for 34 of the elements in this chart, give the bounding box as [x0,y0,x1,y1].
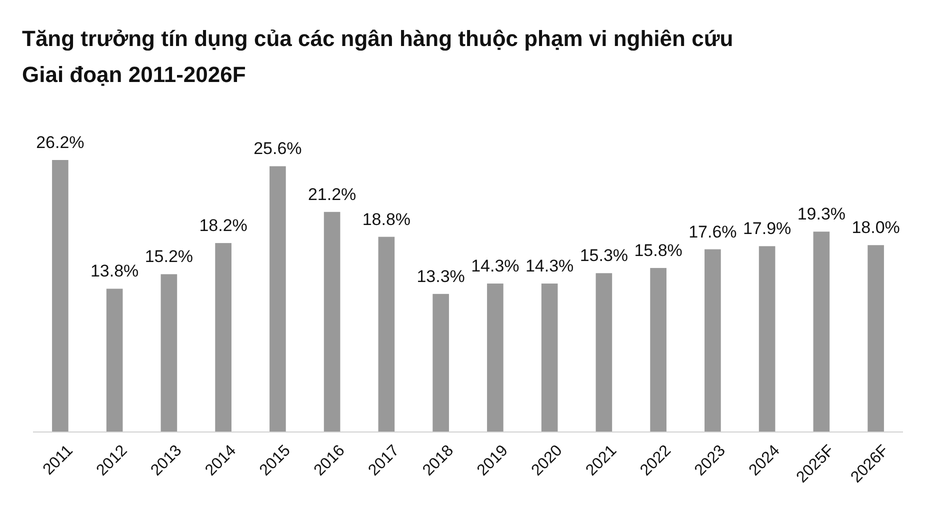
bar [160,274,178,432]
bar [758,246,776,432]
data-label: 25.6% [254,139,302,158]
bar [704,249,721,432]
data-label: 15.8% [634,240,682,260]
data-label: 18.0% [852,218,900,238]
bar [215,243,232,432]
bar [868,245,884,432]
bar [432,294,449,432]
data-label: 18.2% [199,216,248,236]
chart-subtitle: Giai đoạn 2011-2026F [22,62,246,87]
bar [596,273,612,432]
bar [813,232,830,432]
bar [487,284,504,432]
data-label: 21.2% [308,184,356,204]
data-label: 17.9% [742,219,792,238]
data-label: 26.2% [36,133,84,152]
bar [106,288,123,432]
data-label: 14.3% [525,256,574,276]
data-label: 14.3% [471,256,520,276]
data-label: 15.3% [580,246,628,266]
data-label: 18.8% [362,210,411,229]
data-label: 15.2% [144,247,194,266]
data-label: 13.3% [416,266,465,286]
bar [324,212,340,432]
bar [650,268,666,432]
chart-title: Tăng trưởng tín dụng của các ngân hàng thuộc phạm vi nghiên cứu [22,26,734,51]
bar [52,160,68,432]
bar [378,236,395,432]
data-label: 13.8% [90,262,139,281]
bar [270,166,286,432]
data-label: 17.6% [688,222,737,242]
bar [541,284,558,432]
data-label: 19.3% [797,204,846,224]
